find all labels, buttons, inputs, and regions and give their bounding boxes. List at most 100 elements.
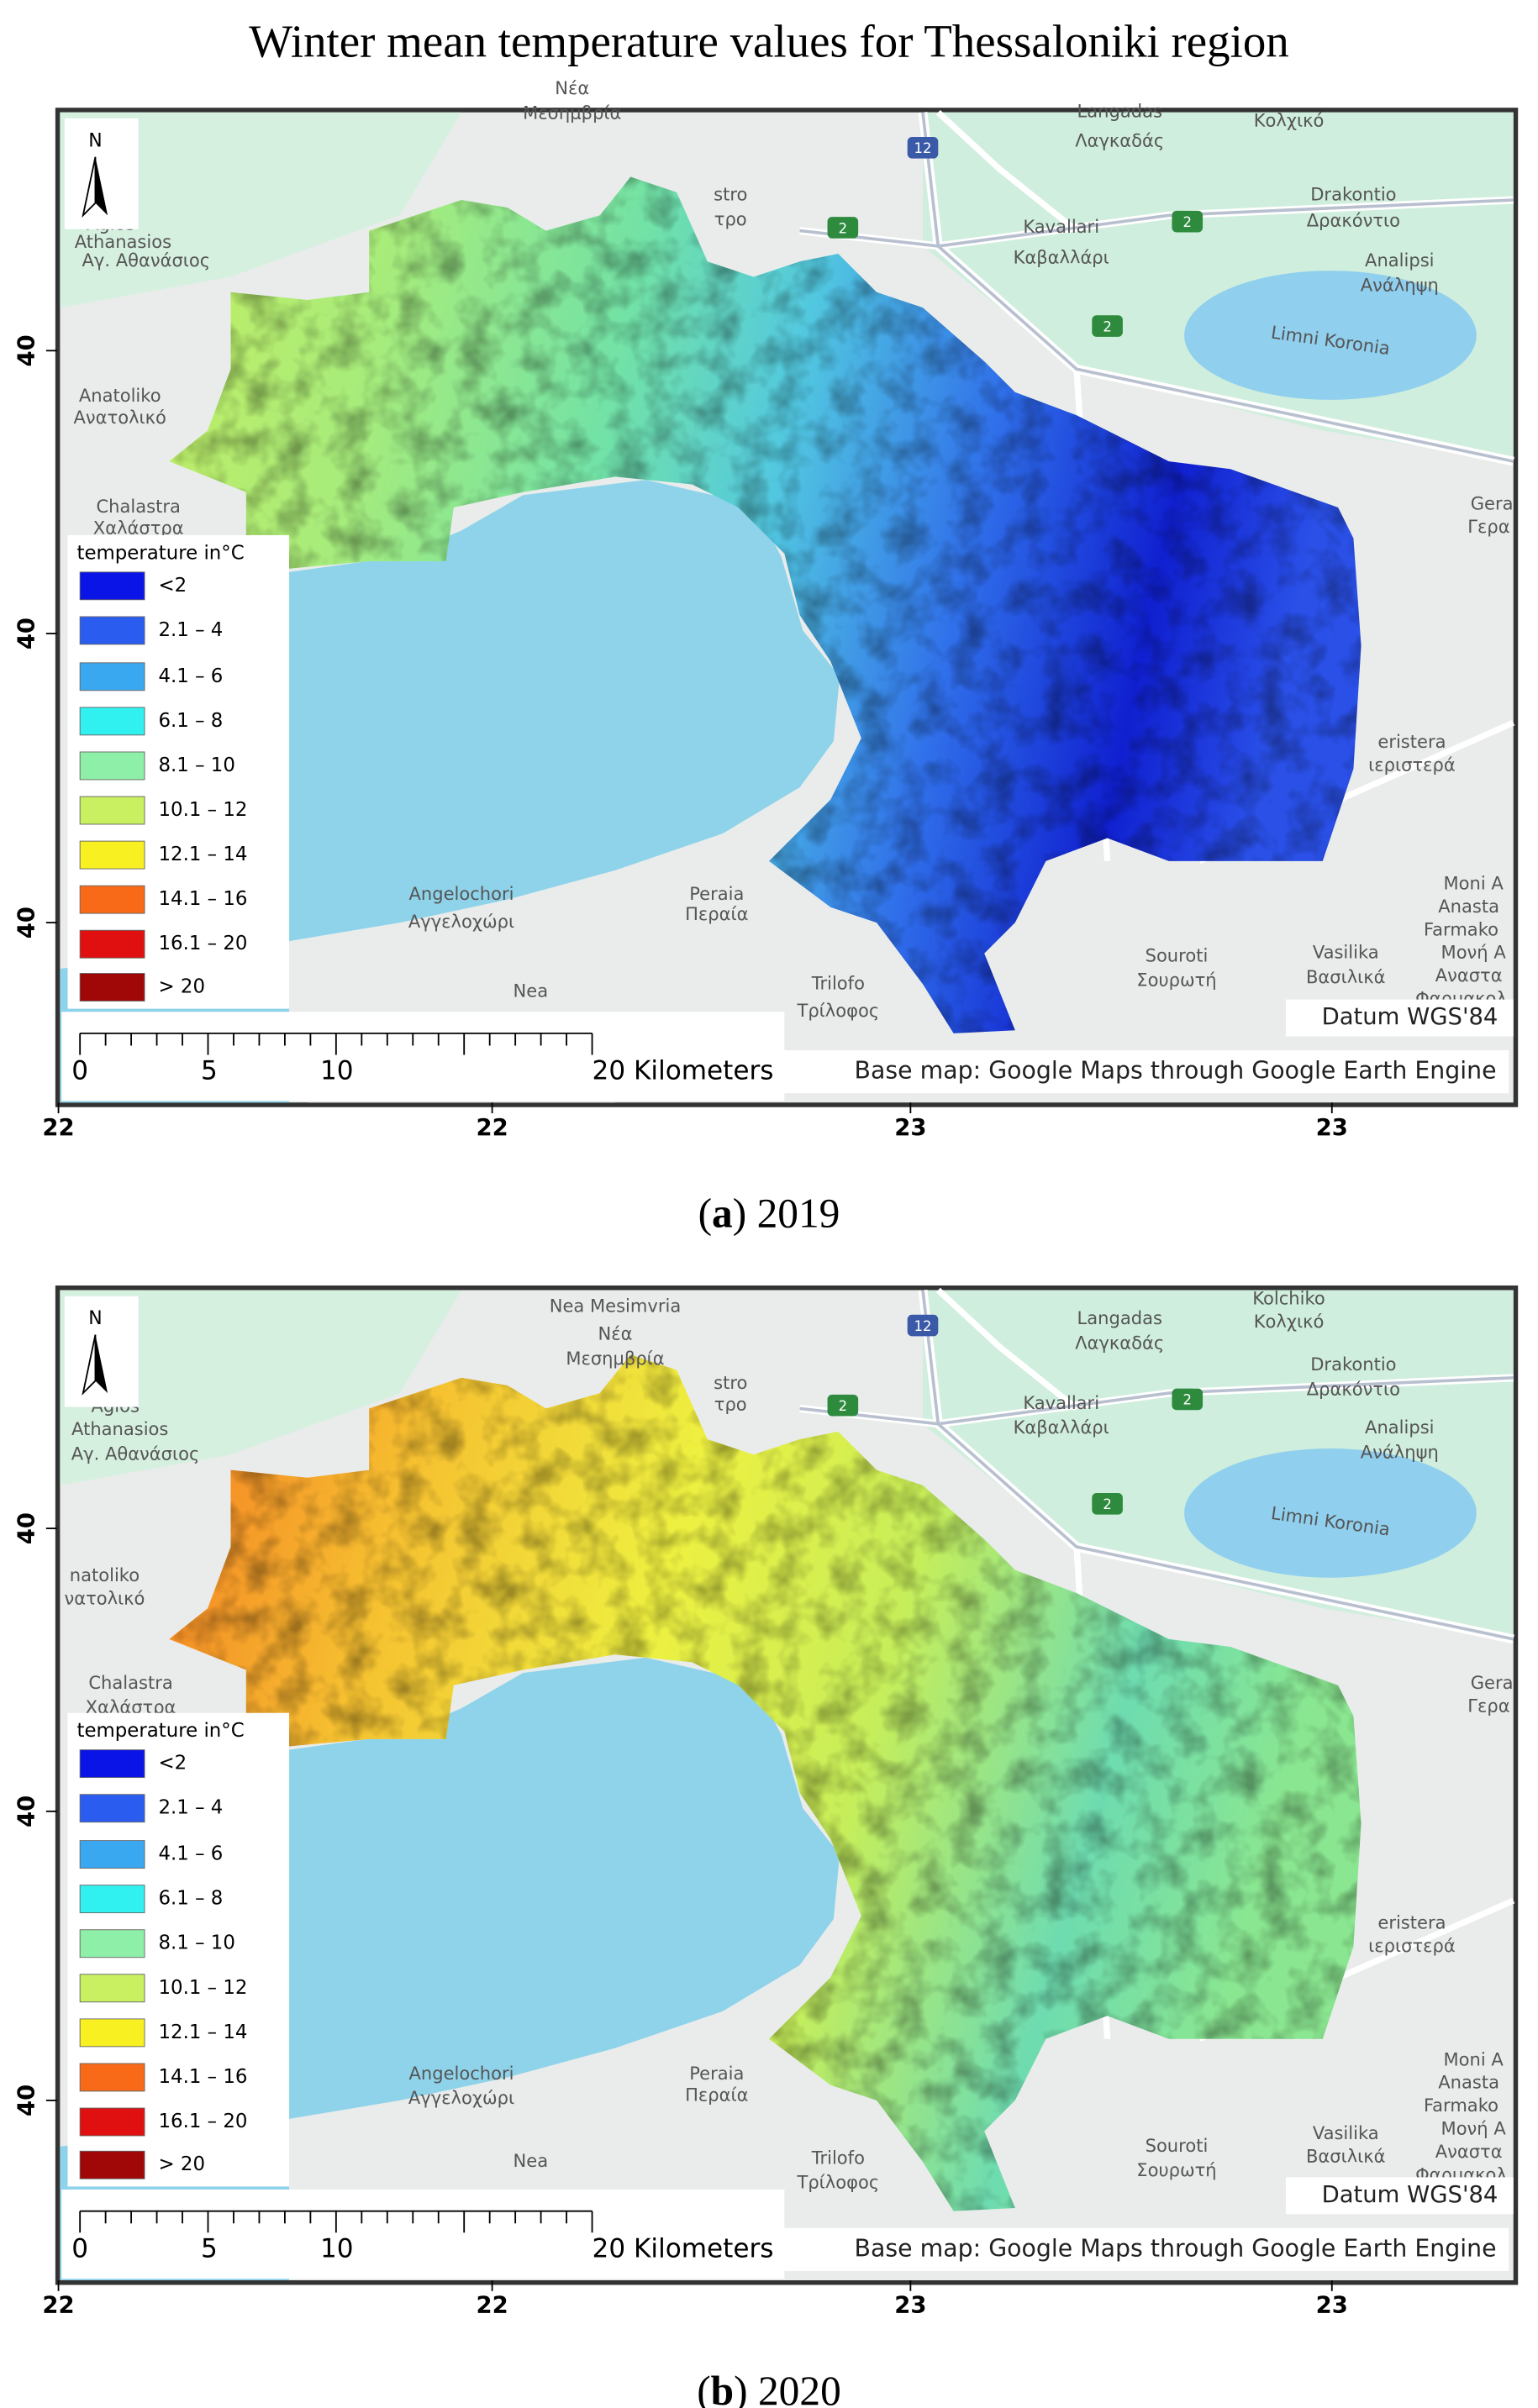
place-label: τρο [714, 1394, 747, 1415]
legend-swatch [79, 751, 145, 781]
place-label: νατολικό [64, 1587, 145, 1608]
legend-swatch [79, 2018, 145, 2048]
scale-bar-label: 0 [71, 1056, 88, 1086]
place-label: τρο [714, 208, 747, 229]
legend-label: 4.1 – 6 [158, 665, 223, 687]
north-arrow [95, 156, 108, 216]
road [935, 110, 1079, 234]
place-label: Angelochori [409, 883, 514, 904]
legend-label: 8.1 – 10 [158, 1932, 234, 1954]
place-label: Nea [514, 980, 549, 1001]
datum: Datum WGS'84 [1322, 2182, 1498, 2208]
place-label: Χαλάστρα [93, 518, 184, 539]
legend-swatch [79, 2107, 145, 2137]
place-label: Νέα [555, 77, 589, 98]
x-axis-label: 23 [1316, 1115, 1348, 1141]
scale-bar-box [61, 2190, 785, 2279]
place-label: Νέα [598, 1323, 633, 1344]
road-shield-label: 2 [839, 220, 847, 236]
legend-swatch [79, 616, 145, 645]
place-label: Σουρωτή [1136, 2159, 1216, 2180]
legend-label: 10.1 – 12 [158, 799, 247, 821]
land-green [60, 112, 462, 308]
datum-box [1285, 2177, 1514, 2215]
y-axis-label: 40 [13, 618, 40, 649]
road-shield-label: 12 [914, 140, 932, 156]
place-label: Moni A [1444, 2048, 1504, 2069]
legend-swatch [79, 2063, 145, 2092]
north-label: N [88, 130, 102, 151]
place-label: Athanasios [71, 1418, 168, 1439]
caption-part: b [711, 2369, 734, 2408]
legend-label: 16.1 – 20 [158, 2111, 247, 2132]
place-label: Kavallari [1023, 1392, 1099, 1413]
place-label: Αγ. Αθανάσιος [82, 250, 211, 271]
legend-swatch [79, 1794, 145, 1823]
place-label: eristera [1377, 1911, 1446, 1932]
legend-label: 8.1 – 10 [158, 754, 234, 776]
road [935, 1287, 1079, 1412]
scale-bar-box [61, 1012, 785, 1101]
legend-swatch [79, 973, 145, 1002]
panel-caption: (b) 2020 [697, 2369, 841, 2408]
road [799, 198, 1514, 248]
panel-caption: (a) 2019 [698, 1191, 840, 1237]
legend-label: 14.1 – 16 [158, 888, 247, 910]
place-label: Ανάληψη [1361, 1441, 1439, 1462]
place-label: Λαγκαδάς [1075, 1333, 1164, 1354]
place-label: Farmako [1424, 2095, 1498, 2116]
legend-label: 12.1 – 14 [158, 844, 247, 865]
place-label: ιεριστερά [1368, 754, 1456, 775]
datum: Datum WGS'84 [1322, 1004, 1498, 1030]
place-label: Δρακόντιο [1307, 1378, 1400, 1399]
scale-bar-label: 10 [320, 2233, 354, 2263]
place-label: Langadas [1077, 1307, 1162, 1328]
scale-bar-label: 20 Kilometers [593, 2233, 774, 2263]
place-label: Kolchiko [1252, 1287, 1325, 1308]
legend-swatch [79, 1929, 145, 1958]
place-label: Βασιλικά [1306, 2146, 1386, 2167]
place-label: Βασιλικά [1306, 966, 1386, 987]
scale-bar-label: 20 Kilometers [593, 1056, 774, 1086]
legend-title: temperature in°C [76, 1720, 244, 1742]
legend-label: <2 [158, 1753, 187, 1774]
road-shield-label: 12 [914, 1318, 932, 1334]
legend-swatch [79, 929, 145, 959]
place-label: Περαία [685, 2084, 748, 2105]
place-label: Anasta [1438, 2072, 1499, 2093]
place-label: Δρακόντιο [1307, 210, 1400, 231]
x-axis-label: 23 [894, 2293, 926, 2319]
caption-part: ( [697, 2369, 710, 2408]
credit: Base map: Google Maps through Google Ear… [855, 1057, 1497, 1085]
place-label: Αγ. Αθανάσιος [71, 1443, 200, 1464]
place-label: Γερα [1467, 1695, 1509, 1716]
place-label: Peraia [689, 883, 744, 904]
road-shield-label: 2 [1103, 1496, 1111, 1512]
caption-part: ( [698, 1191, 712, 1237]
place-label: Καβαλλάρι [1014, 1417, 1109, 1438]
place-label: Peraia [689, 2063, 744, 2084]
road [921, 1290, 1514, 1641]
north-box [64, 118, 139, 229]
place-label: ιεριστερά [1368, 1935, 1456, 1956]
place-label: Ανατολικό [74, 407, 166, 428]
x-axis-label: 23 [894, 1115, 926, 1141]
legend-label: > 20 [158, 975, 205, 997]
y-axis-label: 40 [13, 1512, 40, 1544]
place-label: Souroti [1146, 944, 1209, 965]
caption-part: ) 2019 [733, 1191, 840, 1237]
place-label: Τρίλοφος [796, 1000, 879, 1021]
place-label: Athanasios [75, 231, 171, 252]
credit-box [777, 2227, 1509, 2272]
place-label: Τρίλοφος [796, 2172, 879, 2193]
road-shield [907, 1314, 939, 1337]
road-shield [907, 136, 939, 159]
figure-title: Winter mean temperature values for Thess… [249, 16, 1288, 67]
credit-box [777, 1050, 1509, 1094]
y-axis-label: 40 [13, 334, 40, 366]
legend-label: <2 [158, 575, 187, 597]
legend-swatch [79, 571, 145, 601]
